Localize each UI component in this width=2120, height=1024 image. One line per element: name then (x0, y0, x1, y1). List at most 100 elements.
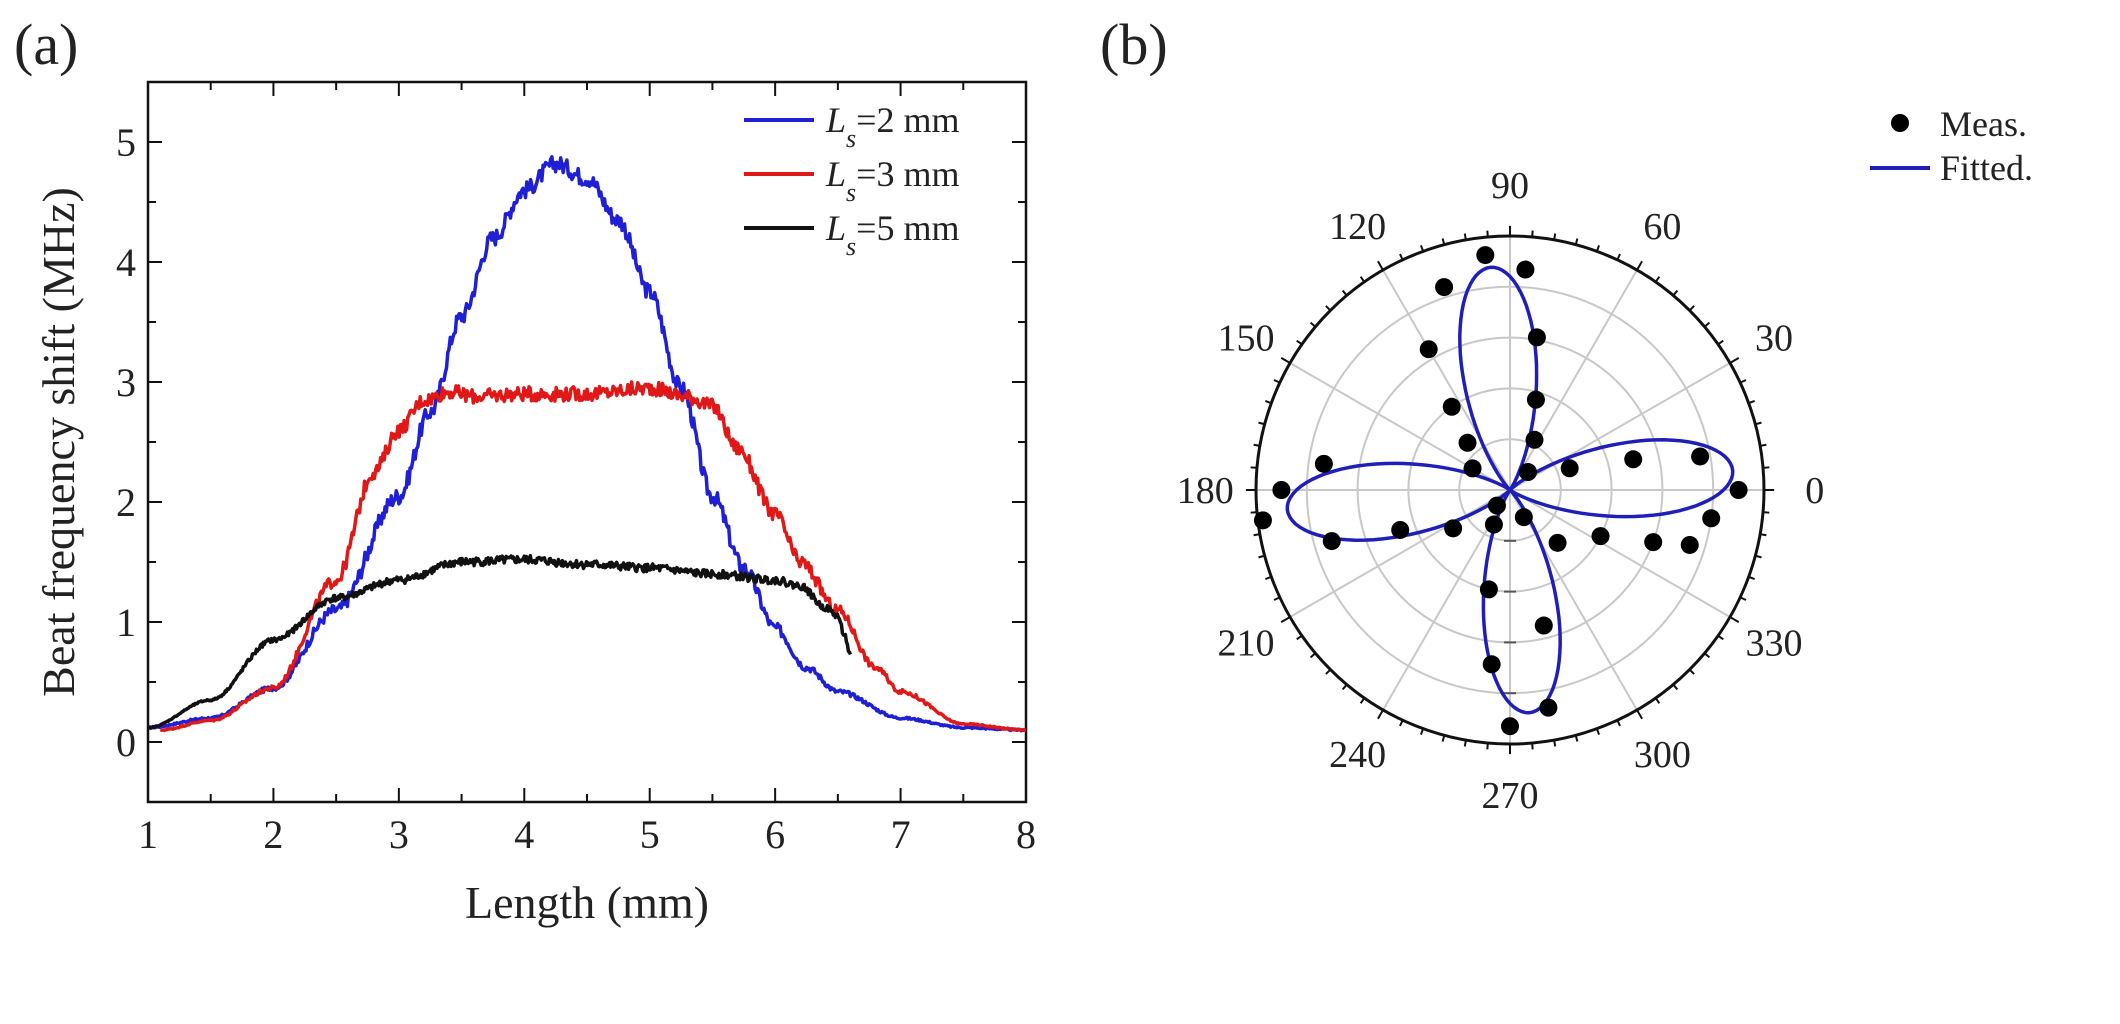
polar-rim-tick (1265, 575, 1272, 580)
measured-point (1548, 533, 1567, 552)
polar-rim-tick (1441, 735, 1446, 742)
y-axis-title: Beat frequency shift (MHz) (33, 187, 84, 697)
measured-point (1484, 515, 1503, 534)
polar-rim-tick (1296, 634, 1303, 641)
polar-rim-tick (1441, 238, 1446, 245)
polar-angle-labels: 0 30 60 90 120 150 180 210 240 270 300 330 (1177, 165, 1825, 817)
polar-rim-tick (1672, 289, 1679, 297)
polar-rim-tick (1359, 697, 1366, 704)
measured-point (1518, 463, 1537, 482)
measured-point (1501, 717, 1519, 736)
polar-rim-tick (1636, 260, 1643, 271)
legend-marker-meas (1891, 114, 1909, 132)
polar-rim-tick (1717, 634, 1724, 641)
measured-point (1644, 533, 1663, 552)
fitted-curve (1285, 265, 1735, 715)
polar-rim-tick (1574, 735, 1579, 742)
polar-rim-tick (1325, 668, 1332, 675)
polar-rim-tick (1250, 466, 1258, 469)
legend-entry-2: Ls=5 mm (825, 208, 959, 261)
polar-rim-tick (1672, 683, 1679, 691)
polar-rim-tick (1341, 289, 1348, 297)
polar-rim-tick (1748, 400, 1755, 405)
polar-rim-tick (1759, 533, 1767, 537)
legend-entry-fitted: Fitted. (1940, 148, 2033, 188)
polar-rim-tick (1377, 709, 1384, 720)
line-chart-panel-a: 1 2 3 4 5 6 7 8 0 1 2 3 4 5 Length (mm) Beat frequen… (33, 80, 1036, 928)
y-tick-label: 4 (116, 240, 136, 285)
measured-point (1560, 459, 1579, 478)
polar-angle-label: 60 (1643, 206, 1681, 248)
polar-rim-tick (1325, 305, 1332, 312)
polar-angle-label: 300 (1634, 734, 1691, 776)
polar-rim-tick (1280, 357, 1291, 364)
measured-point (1314, 454, 1333, 473)
polar-rim-tick (1636, 709, 1643, 720)
polar-rim-tick (1755, 421, 1762, 426)
polar-rim-tick (1654, 276, 1661, 283)
measured-points-group (1253, 246, 1748, 736)
measured-point (1391, 520, 1410, 539)
measured-point (1322, 532, 1341, 551)
measured-point (1514, 508, 1533, 527)
polar-legend: Meas.Fitted. (1870, 104, 2033, 188)
polar-rim-tick (1755, 554, 1762, 559)
polar-chart-panel-b: 0 30 60 90 120 150 180 210 240 270 300 330 Meas.Fit… (1177, 104, 2033, 817)
legend-entry-1: Ls=3 mm (825, 154, 959, 207)
polar-rim-tick (1739, 379, 1747, 384)
measured-point (1591, 527, 1610, 546)
polar-angle-label: 210 (1218, 622, 1275, 664)
measured-point (1442, 397, 1461, 416)
fitted-curve-group (1285, 265, 1735, 715)
polar-rim-tick (1739, 596, 1747, 601)
polar-rim-tick (1253, 443, 1261, 447)
polar-rim-tick (1717, 339, 1724, 346)
x-tick-label: 1 (138, 812, 158, 857)
measured-point (1272, 481, 1291, 499)
polar-rim-tick (1595, 245, 1600, 252)
measured-point (1516, 260, 1535, 279)
polar-rim-tick (1574, 238, 1579, 245)
measured-point (1487, 496, 1506, 515)
measured-point (1525, 430, 1544, 449)
measured-point (1527, 328, 1546, 347)
polar-rim-tick (1703, 321, 1711, 328)
polar-rim-tick (1463, 739, 1467, 747)
measured-point (1476, 246, 1495, 265)
polar-grid-spoke (1509, 489, 1731, 618)
polar-rim-tick (1486, 230, 1489, 238)
y-tick-label: 2 (116, 480, 136, 525)
measured-point (1534, 616, 1553, 635)
polar-rim-tick (1420, 728, 1425, 735)
polar-grid-spoke (1509, 269, 1638, 491)
polar-rim-tick (1688, 305, 1695, 312)
polar-grid-spoke (1509, 489, 1638, 711)
polar-rim-tick (1258, 421, 1265, 426)
polar-angle-label: 270 (1482, 775, 1539, 817)
polar-rim-tick (1703, 652, 1711, 659)
series-group (148, 155, 1026, 733)
polar-rim-tick (1762, 466, 1770, 469)
polar-rim-tick (1399, 253, 1404, 261)
x-tick-labels: 1 2 3 4 5 6 7 8 (138, 812, 1036, 857)
polar-angle-label: 150 (1218, 318, 1275, 360)
polar-grid-spoke (1509, 362, 1731, 491)
measured-point (1444, 519, 1463, 538)
polar-rim-tick (1553, 739, 1557, 747)
polar-rim-tick (1531, 742, 1534, 750)
x-tick-label: 5 (640, 812, 660, 857)
y-tick-labels: 0 1 2 3 4 5 (116, 120, 136, 765)
polar-rim (1245, 225, 1775, 755)
polar-angle-label: 240 (1329, 734, 1386, 776)
x-tick-label: 7 (891, 812, 911, 857)
polar-rim-tick (1253, 533, 1261, 537)
axis-ticks (147, 81, 1027, 803)
polar-rim-tick (1616, 719, 1621, 727)
y-tick-label: 3 (116, 360, 136, 405)
x-tick-label: 2 (263, 812, 283, 857)
measured-point (1253, 511, 1272, 530)
polar-rim-tick (1280, 616, 1291, 623)
polar-rim-tick (1463, 233, 1467, 241)
legend-entry-meas: Meas. (1940, 104, 2027, 144)
